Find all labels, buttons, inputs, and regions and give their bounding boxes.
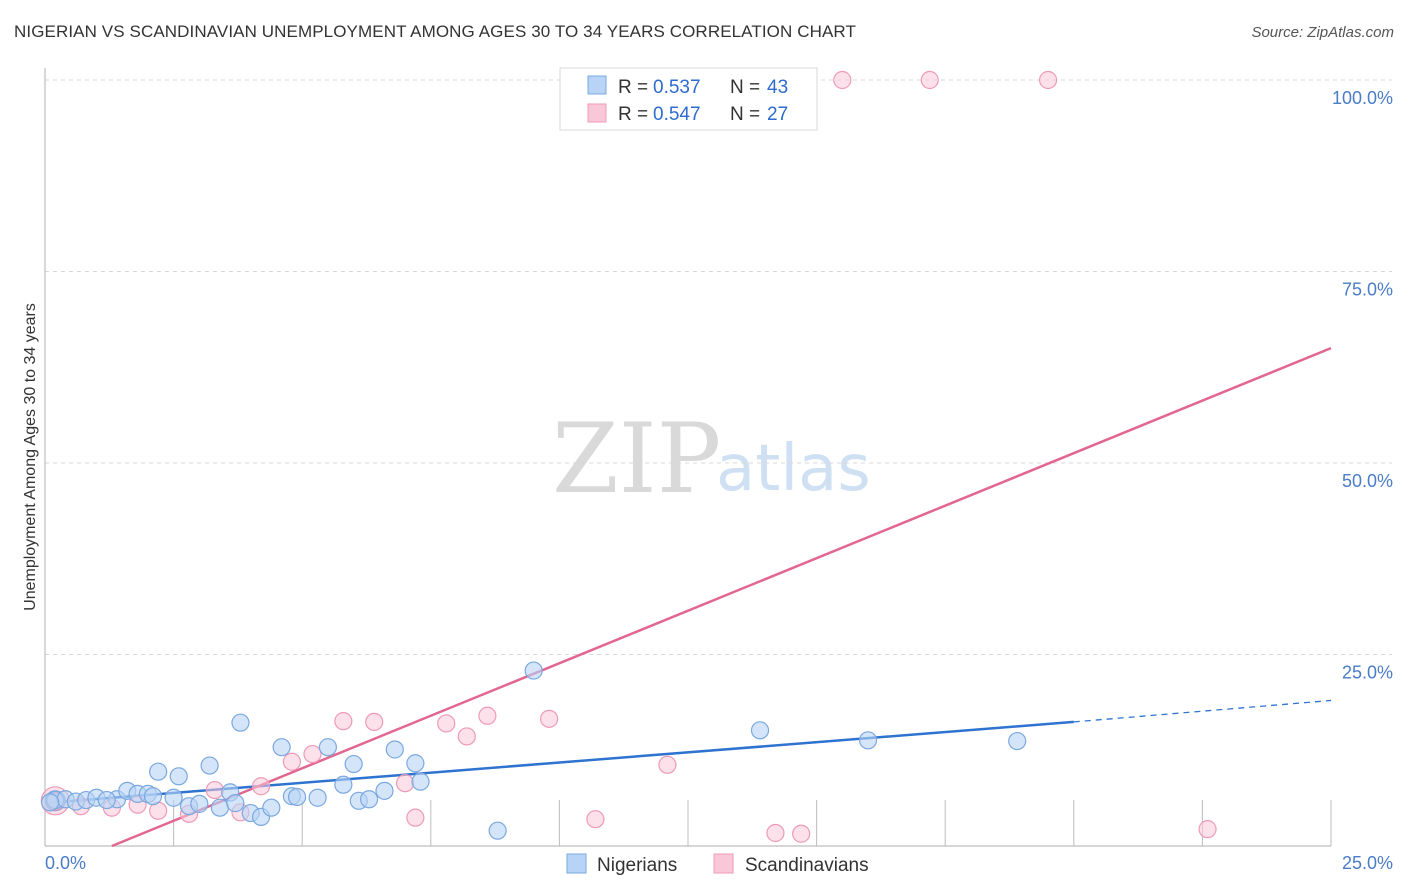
nigerians-point-32 (406, 754, 425, 773)
nigerians-point-34 (488, 821, 507, 840)
nigerians-point-39 (41, 793, 60, 812)
legend-scandinavians-swatch (587, 103, 607, 123)
nigerians-point-30 (375, 781, 394, 800)
y-tick-label-1: 75.0% (1342, 280, 1393, 300)
scandinavians-point-6 (205, 780, 224, 800)
scandinavians-point-23 (833, 70, 852, 90)
nigerians-point-20 (262, 798, 281, 817)
scandinavians-point-21 (766, 823, 785, 843)
scandinavians-point-8 (251, 777, 271, 796)
legend-nigerians-swatch (587, 75, 607, 95)
nigerians-point-16 (226, 794, 245, 813)
nigerians-point-38 (1008, 731, 1027, 751)
scandinavians-point-16 (457, 727, 476, 746)
legend-bottom-scandinavians-swatch (713, 853, 734, 874)
nigerians-point-37 (858, 731, 878, 750)
nigerians-point-23 (287, 787, 307, 807)
scandinavians-point-12 (365, 712, 384, 732)
nigerians-point-29 (359, 790, 379, 809)
trend-line-nigerians (44, 720, 1074, 805)
nigerians-point-40 (97, 790, 116, 810)
trend-line-nigerians-extension (1073, 699, 1332, 723)
nigerians-point-11 (169, 767, 188, 786)
legend-nigerians-n-label: N = (730, 77, 765, 98)
nigerians-point-36 (750, 721, 770, 740)
nigerians-point-41 (143, 787, 163, 806)
trend-line-scandinavians (111, 346, 1332, 848)
legend-nigerians-n-value: 43 (767, 77, 788, 98)
scandinavians-point-20 (658, 755, 677, 774)
legend-scandinavians-r-label: R = (618, 104, 653, 125)
nigerians-point-35 (524, 661, 543, 680)
nigerians-point-31 (385, 740, 404, 759)
legend-top: R = 0.537 N = 43 R = 0.547 N = 27 (559, 67, 818, 131)
grid-lines (45, 79, 1392, 655)
scandinavians-point-22 (792, 824, 811, 843)
chart-title: NIGERIAN VS SCANDINAVIAN UNEMPLOYMENT AM… (14, 22, 856, 41)
x-tick-label-max: 25.0% (1342, 853, 1393, 873)
nigerians-point-21 (272, 738, 291, 757)
data-points (40, 70, 1217, 843)
y-axis-title: Unemployment Among Ages 30 to 34 years (22, 303, 39, 611)
legend-bottom: Nigerians Scandinavians (566, 853, 869, 876)
legend-bottom-nigerians-label: Nigerians (597, 855, 677, 876)
chart-source: Source: ZipAtlas.com (1251, 24, 1394, 41)
scandinavians-point-11 (334, 712, 353, 731)
scandinavians-point-17 (478, 706, 497, 725)
legend-scandinavians-n-label: N = (730, 104, 765, 125)
nigerians-point-10 (164, 788, 183, 807)
y-tick-label-0: 100.0% (1332, 88, 1393, 108)
scandinavians-point-9 (282, 752, 302, 771)
nigerians-point-13 (200, 756, 219, 775)
nigerians-point-14 (210, 798, 229, 817)
scandinavians-point-25 (1038, 70, 1058, 90)
x-tick-marks (173, 800, 1332, 846)
legend-bottom-nigerians-swatch (566, 853, 587, 874)
nigerians-point-17 (231, 713, 250, 732)
nigerians-point-33 (411, 772, 430, 791)
legend-scandinavians-r-value: 0.547 (653, 104, 701, 125)
nigerians-point-24 (308, 788, 327, 807)
legend-bottom-scandinavians-label: Scandinavians (745, 855, 869, 876)
nigerians-point-25 (318, 738, 338, 757)
watermark-zip: ZIP (552, 403, 721, 515)
nigerians-point-27 (344, 754, 363, 774)
scandinavians-point-24 (920, 70, 939, 90)
x-tick-label-min: 0.0% (45, 853, 86, 873)
scandinavians-point-10 (303, 744, 322, 764)
y-tick-label-3: 25.0% (1342, 663, 1393, 683)
watermark-atlas: atlas (716, 432, 871, 506)
scandinavians-point-26 (1198, 820, 1217, 839)
scandinavians-point-18 (540, 709, 559, 728)
scandinavians-point-13 (395, 774, 415, 793)
legend-nigerians-r-label: R = (618, 77, 653, 98)
nigerians-point-26 (334, 775, 353, 794)
legend-nigerians-r-value: 0.537 (653, 77, 701, 98)
nigerians-point-42 (190, 794, 209, 813)
scandinavians-point-15 (437, 714, 456, 733)
y-tick-label-2: 50.0% (1342, 471, 1393, 491)
scandinavians-point-19 (586, 810, 605, 829)
nigerians-point-9 (149, 762, 168, 781)
scandinavians-point-14 (406, 808, 425, 827)
legend-scandinavians-n-value: 27 (767, 104, 788, 125)
y-tick-labels: 100.0% 75.0% 50.0% 25.0% (1332, 88, 1393, 683)
